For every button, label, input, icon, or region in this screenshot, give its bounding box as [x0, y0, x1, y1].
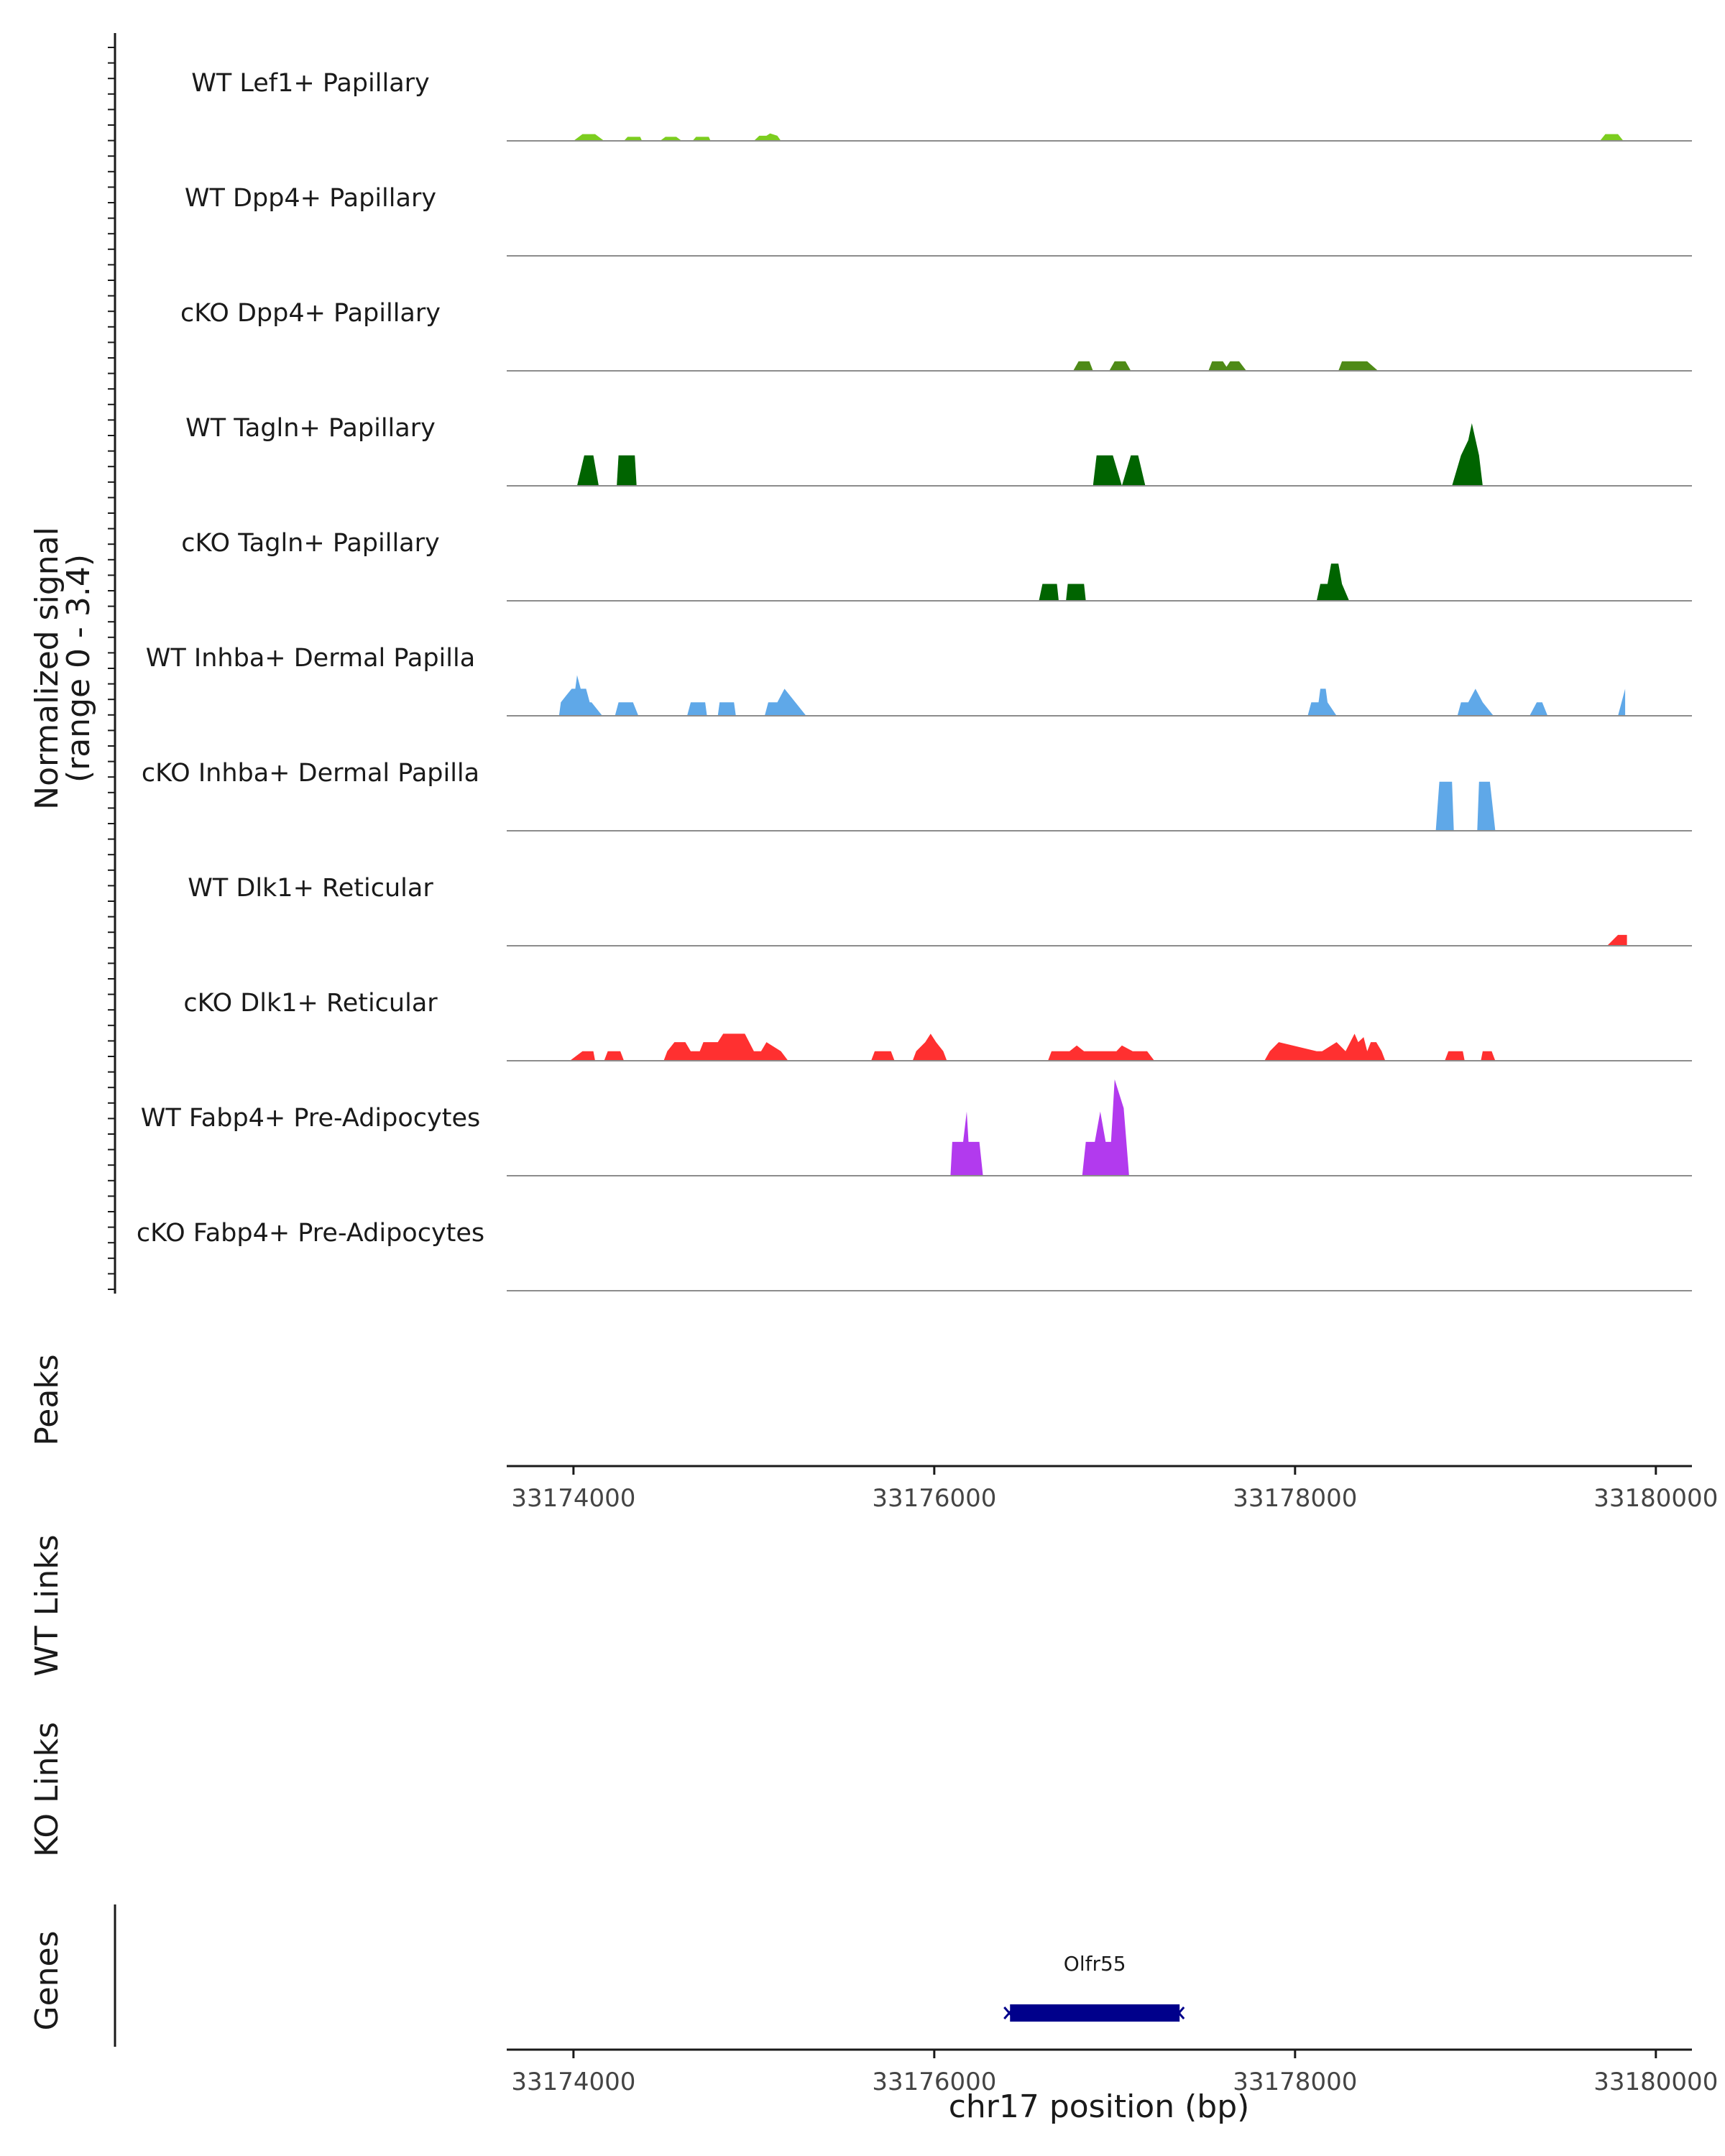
coverage-area: [660, 137, 682, 141]
coverage-area: [1452, 423, 1483, 486]
gene-body: [1010, 2004, 1180, 2022]
x-tick-label: 33176000: [872, 2068, 996, 2096]
coverage-area: [1477, 781, 1496, 831]
track-label: WT Dlk1+ Reticular: [188, 874, 433, 903]
coverage-area: [1082, 1079, 1129, 1176]
coverage-area: [1618, 688, 1626, 716]
coverage-area: [604, 1051, 625, 1061]
coverage-area: [615, 702, 639, 716]
coverage-area: [1092, 455, 1122, 486]
x-tick-label: 33180000: [1593, 1484, 1718, 1513]
gene-label: Olfr55: [1064, 1952, 1126, 1976]
coverage-area: [1600, 134, 1624, 141]
peaks-x-axis: 33174000 33176000 33178000 33180000: [511, 1466, 1718, 1513]
coverage-area: [1607, 934, 1627, 946]
coverage-area: [624, 137, 643, 141]
track: cKO Tagln+ Papillary: [181, 529, 1692, 602]
x-tick-label: 33178000: [1233, 2068, 1357, 2096]
track-label: cKO Dlk1+ Reticular: [183, 989, 438, 1018]
wt-links-label: WT Links: [29, 1534, 65, 1676]
coverage-area: [1435, 781, 1454, 831]
track: cKO Fabp4+ Pre-Adipocytes: [137, 1219, 1692, 1291]
track: cKO Dpp4+ Papillary: [180, 299, 1692, 372]
coverage-area: [617, 455, 637, 486]
coverage-area: [558, 675, 602, 716]
track: WT Inhba+ Dermal Papilla: [146, 644, 1692, 717]
coverage-area: [576, 455, 599, 486]
track: cKO Inhba+ Dermal Papilla: [142, 759, 1692, 831]
x-tick-label: 33180000: [1593, 2068, 1718, 2096]
track: WT Dlk1+ Reticular: [188, 874, 1692, 946]
track-label: WT Lef1+ Papillary: [191, 69, 430, 98]
coverage-area: [1208, 361, 1247, 371]
coverage-area: [1121, 455, 1146, 486]
track-label: cKO Dpp4+ Papillary: [180, 299, 441, 328]
x-tick-label: 33174000: [511, 1484, 635, 1513]
coverage-area: [1109, 361, 1131, 371]
genes-label: Genes: [29, 1930, 65, 2030]
x-tick-label: 33174000: [511, 2068, 635, 2096]
signal-ylabel-line2: (range 0 - 3.4): [60, 554, 97, 783]
gene-annotations: Olfr55: [1003, 1952, 1185, 2022]
track-label: cKO Inhba+ Dermal Papilla: [142, 759, 479, 788]
coverage-area: [687, 702, 707, 716]
coverage-tracks: WT Lef1+ Papillary WT Dpp4+ Papillary cKO …: [137, 69, 1692, 1291]
coverage-area: [663, 1033, 788, 1061]
coverage-area: [717, 702, 736, 716]
x-tick-label: 33178000: [1233, 1484, 1357, 1513]
peaks-label: Peaks: [29, 1354, 65, 1445]
track-label: cKO Fabp4+ Pre-Adipocytes: [137, 1219, 484, 1248]
track-label: WT Fabp4+ Pre-Adipocytes: [141, 1104, 480, 1133]
coverage-area: [1039, 584, 1059, 601]
coverage-area: [1264, 1033, 1386, 1061]
coverage-area: [692, 137, 711, 141]
coverage-area: [569, 1051, 595, 1061]
gene-strand-marker: [1003, 2007, 1016, 2019]
track: cKO Dlk1+ Reticular: [183, 989, 1692, 1061]
coverage-area: [1316, 563, 1350, 601]
track: WT Lef1+ Papillary: [191, 69, 1692, 142]
track-label: WT Tagln+ Papillary: [185, 414, 436, 443]
coverage-area: [912, 1033, 947, 1061]
coverage-area: [1338, 361, 1379, 371]
signal-axis-ticks: [108, 47, 115, 1290]
track: WT Dpp4+ Papillary: [185, 184, 1692, 257]
track-label: cKO Tagln+ Papillary: [181, 529, 440, 558]
ko-links-label: KO Links: [29, 1722, 65, 1857]
coverage-area: [764, 688, 806, 716]
coverage-area: [1530, 702, 1548, 716]
coverage-area: [1073, 361, 1093, 371]
gene-end-marker: [1173, 2007, 1185, 2019]
coverage-area: [1307, 688, 1337, 716]
coverage-area: [1445, 1051, 1465, 1061]
signal-ylabel-line1: Normalized signal: [29, 527, 65, 810]
coverage-area: [1481, 1051, 1496, 1061]
coverage-area: [1066, 584, 1086, 601]
coverage-area: [950, 1111, 983, 1176]
coverage-area: [1457, 688, 1494, 716]
coverage-area: [753, 133, 781, 141]
track: WT Tagln+ Papillary: [185, 414, 1692, 487]
coverage-area: [871, 1051, 895, 1061]
track-label: WT Inhba+ Dermal Papilla: [146, 644, 475, 673]
track-label: WT Dpp4+ Papillary: [185, 184, 436, 213]
coverage-area: [1048, 1045, 1155, 1061]
track: WT Fabp4+ Pre-Adipocytes: [141, 1079, 1692, 1176]
genes-x-axis: 33174000 33176000 33178000 33180000: [511, 2050, 1718, 2096]
coverage-area: [573, 134, 604, 141]
x-axis-label: chr17 position (bp): [949, 2088, 1250, 2125]
x-tick-label: 33176000: [872, 1484, 996, 1513]
